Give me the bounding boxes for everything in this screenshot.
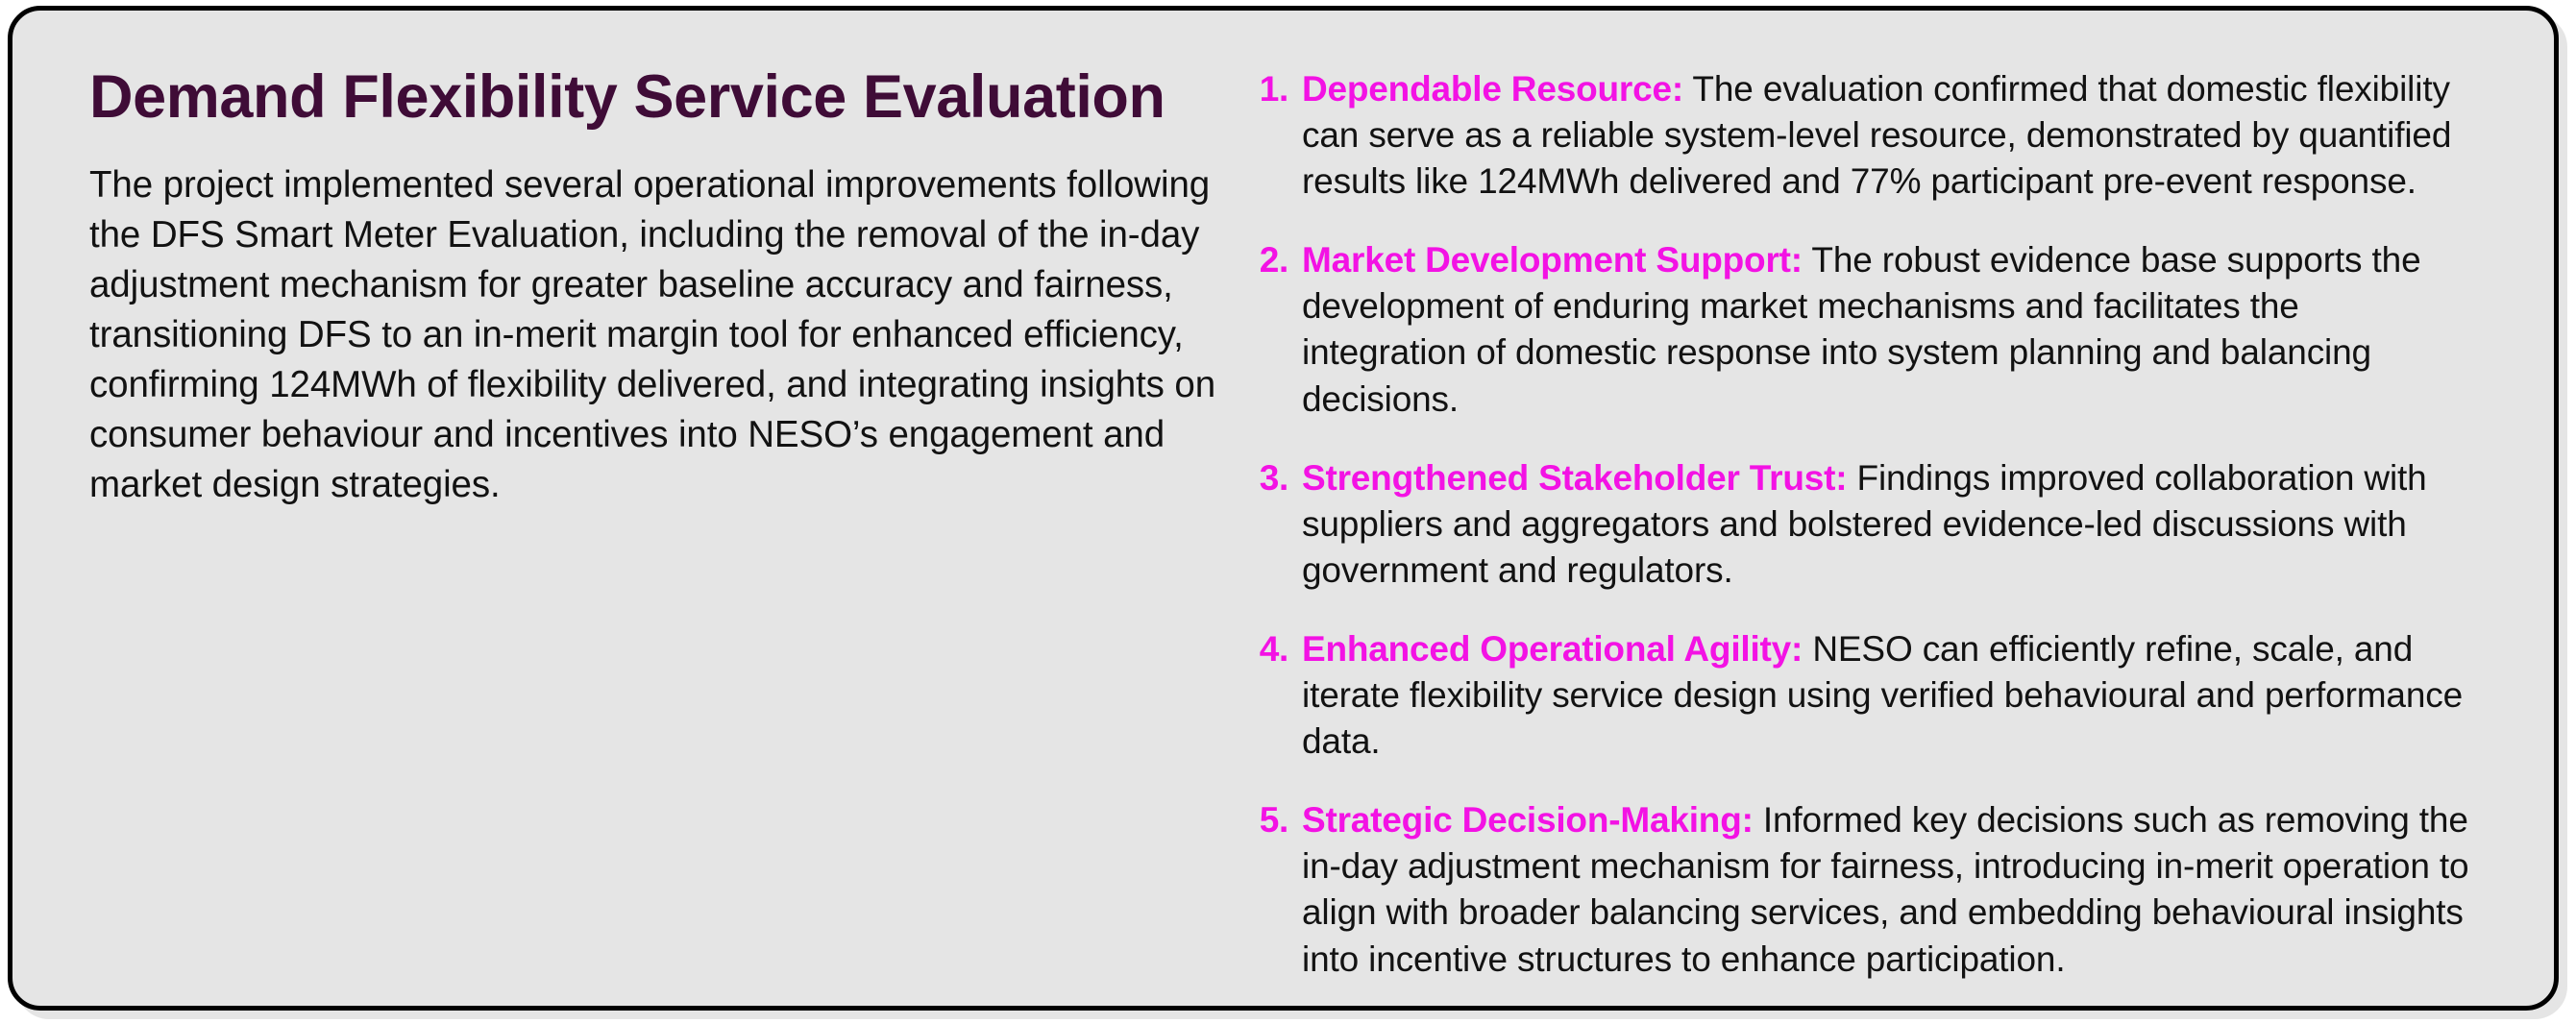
list-item-text: NESO can efficiently refine, scale, and …: [1302, 628, 2464, 762]
list-item-body: Strengthened Stakeholder Trust: Findings…: [1302, 455, 2472, 594]
list-item-number: 3.: [1259, 457, 1289, 498]
slide-card: Demand Flexibility Service Evaluation Th…: [8, 6, 2559, 1011]
list-item-number: 2.: [1259, 240, 1289, 280]
list-item-number: 5.: [1259, 800, 1289, 841]
list-item-number: 1.: [1259, 69, 1289, 109]
list-item-body: Enhanced Operational Agility: NESO can e…: [1302, 626, 2472, 765]
list-item-text: Informed key decisions such as removing …: [1302, 800, 2469, 979]
intro-paragraph: The project implemented several operatio…: [89, 163, 1216, 506]
list-item-body: Strategic Decision-Making: Informed key …: [1302, 797, 2472, 982]
list-item-body: Dependable Resource: The evaluation conf…: [1302, 66, 2472, 205]
list-item: 1. Dependable Resource: The evaluation c…: [1252, 66, 2472, 205]
content-grid: Demand Flexibility Service Evaluation Th…: [12, 11, 2554, 1006]
list-item-heading: Strategic Decision-Making:: [1302, 800, 1754, 841]
list-item-number: 4.: [1259, 628, 1289, 669]
list-item-text: Findings improved collaboration with sup…: [1302, 457, 2427, 590]
list-item-heading: Market Development Support:: [1302, 240, 1803, 280]
list-item-heading: Enhanced Operational Agility:: [1302, 628, 1803, 669]
left-column: Demand Flexibility Service Evaluation Th…: [12, 11, 1252, 511]
list-item-heading: Dependable Resource:: [1302, 69, 1683, 109]
list-item-text: The evaluation confirmed that domestic f…: [1302, 69, 2452, 202]
list-item-body: Market Development Support: The robust e…: [1302, 237, 2472, 422]
list-item: 2. Market Development Support: The robus…: [1252, 237, 2472, 422]
right-column: 1. Dependable Resource: The evaluation c…: [1252, 11, 2554, 983]
list-item: 4. Enhanced Operational Agility: NESO ca…: [1252, 626, 2472, 765]
findings-list: 1. Dependable Resource: The evaluation c…: [1252, 66, 2472, 983]
page-title: Demand Flexibility Service Evaluation: [89, 63, 1165, 131]
list-item-text: The robust evidence base supports the de…: [1302, 240, 2421, 419]
list-item: 5. Strategic Decision-Making: Informed k…: [1252, 797, 2472, 982]
list-item: 3. Strengthened Stakeholder Trust: Findi…: [1252, 455, 2472, 594]
list-item-heading: Strengthened Stakeholder Trust:: [1302, 457, 1848, 498]
